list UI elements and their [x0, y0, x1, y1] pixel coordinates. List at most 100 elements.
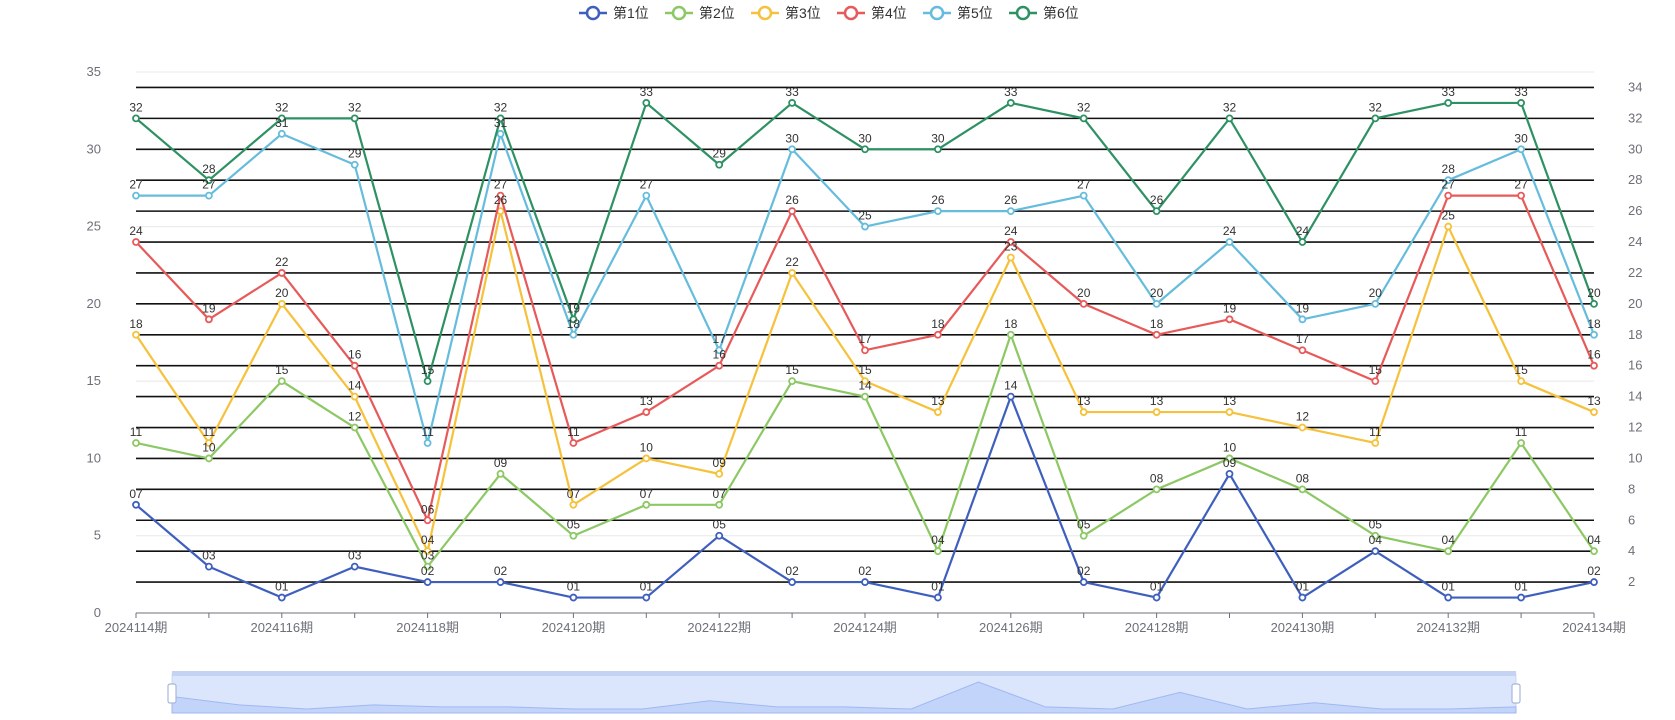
data-point [423, 562, 432, 571]
x-tick-label: 2024124期 [833, 620, 897, 635]
data-point [132, 439, 140, 447]
data-zoom-slider[interactable] [167, 671, 1521, 714]
data-label: 27 [1514, 178, 1528, 192]
data-label: 01 [931, 580, 945, 594]
data-point [861, 222, 869, 231]
legend-item[interactable]: 第3位 [751, 5, 821, 21]
data-point [1152, 330, 1161, 339]
data-label: 29 [348, 147, 362, 161]
legend-item[interactable]: 第1位 [579, 5, 649, 21]
data-label: 15 [1369, 363, 1383, 377]
data-point [788, 145, 796, 154]
data-point [642, 408, 651, 416]
legend-label: 第1位 [613, 5, 649, 21]
data-label: 07 [129, 487, 143, 501]
data-point [1444, 176, 1453, 185]
zoom-handle-end[interactable] [1511, 683, 1521, 704]
data-label: 17 [713, 332, 727, 346]
data-point [569, 500, 578, 509]
data-point [1517, 145, 1525, 154]
data-point [132, 191, 140, 200]
y2-tick-label: 4 [1628, 543, 1635, 558]
data-label: 12 [348, 410, 362, 424]
data-label: 13 [640, 394, 654, 408]
data-label: 33 [1004, 85, 1018, 99]
data-point [788, 207, 796, 216]
data-label: 31 [275, 116, 289, 130]
data-label: 16 [348, 348, 362, 362]
legend-item[interactable]: 第2位 [665, 5, 735, 21]
data-label: 09 [494, 456, 508, 470]
series-lines [132, 99, 1598, 602]
data-label: 17 [858, 332, 872, 346]
y2-tick-label: 20 [1628, 296, 1642, 311]
data-point [1225, 454, 1234, 463]
data-point [1152, 593, 1161, 602]
data-point [715, 469, 724, 478]
data-label: 19 [202, 301, 216, 315]
data-label: 01 [567, 580, 581, 594]
data-label: 18 [567, 317, 581, 331]
data-point [1006, 238, 1015, 246]
data-label: 07 [640, 487, 654, 501]
data-label: 18 [129, 317, 143, 331]
data-label: 16 [713, 348, 727, 362]
data-point [350, 160, 359, 169]
data-point [642, 191, 651, 200]
data-point [569, 315, 578, 324]
data-point [277, 377, 286, 386]
zoom-preview-area [171, 681, 1517, 714]
data-point [204, 176, 213, 185]
data-point [1152, 207, 1161, 216]
data-label: 20 [1587, 286, 1601, 300]
data-label: 30 [1514, 131, 1528, 145]
x-tick-label: 2024122期 [687, 620, 751, 635]
data-label: 27 [1077, 178, 1091, 192]
data-label: 08 [1296, 471, 1310, 485]
data-point [1517, 593, 1525, 602]
data-point [204, 439, 213, 447]
data-label: 33 [1514, 85, 1528, 99]
y2-tick-label: 26 [1628, 203, 1642, 218]
data-point [1225, 469, 1234, 478]
data-point [642, 454, 651, 463]
legend-item[interactable]: 第4位 [837, 5, 907, 21]
data-label: 24 [1296, 224, 1310, 238]
data-label: 09 [1223, 456, 1237, 470]
series-line [132, 99, 1598, 386]
legend-marker [929, 5, 945, 21]
data-label: 32 [348, 100, 362, 114]
data-point [277, 114, 286, 123]
legend-item[interactable]: 第5位 [923, 5, 993, 21]
data-label: 05 [567, 518, 581, 532]
data-point [350, 361, 359, 370]
data-label: 27 [494, 178, 508, 192]
data-point [861, 578, 869, 586]
series-line [132, 392, 1598, 602]
y2-tick-label: 18 [1628, 327, 1642, 342]
data-label: 29 [713, 147, 727, 161]
zoom-handle-start[interactable] [167, 683, 177, 704]
data-point [569, 439, 578, 447]
data-label: 32 [494, 100, 508, 114]
data-point [1444, 547, 1453, 556]
data-point [1225, 114, 1234, 123]
data-point [1517, 191, 1525, 200]
data-point [934, 547, 942, 556]
chart-legend[interactable]: 第1位 第2位 第3位 第4位 第5位 第6位 [579, 5, 1079, 21]
y-tick-label: 35 [87, 64, 101, 79]
x-tick-label: 2024120期 [542, 620, 606, 635]
data-point [715, 346, 724, 355]
data-label: 33 [785, 85, 799, 99]
data-label: 25 [1442, 209, 1456, 223]
legend-item[interactable]: 第6位 [1009, 5, 1079, 21]
data-point [1298, 315, 1307, 324]
data-point [277, 593, 286, 602]
data-point [496, 469, 505, 478]
zoom-move-bar[interactable] [172, 671, 1516, 676]
y-tick-label: 0 [94, 605, 101, 620]
data-point [1298, 423, 1307, 432]
data-label: 32 [1077, 100, 1091, 114]
